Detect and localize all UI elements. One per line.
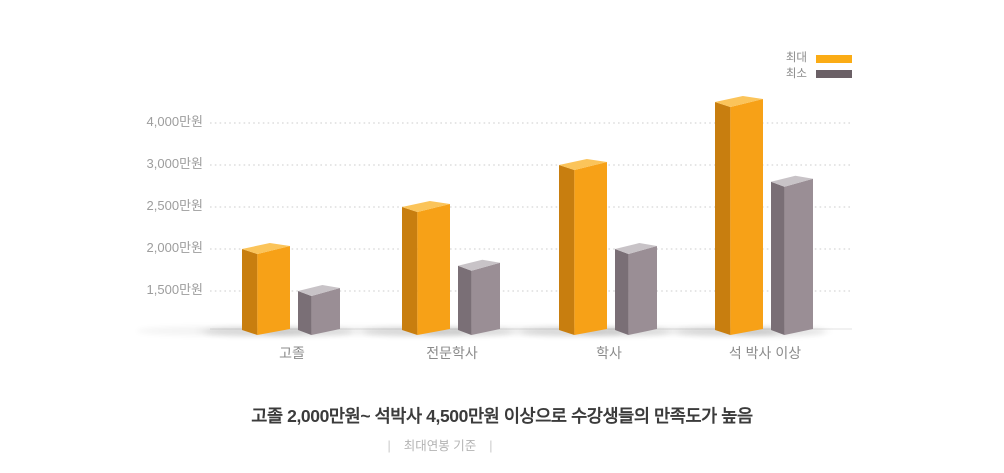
bar-최대-0-side-face [242, 249, 258, 335]
legend-swatch-max [816, 54, 852, 63]
bar-최소-0-top-face [298, 285, 340, 296]
bar-최소-0-front-face [311, 288, 340, 335]
bar-최대-1-top-face [402, 201, 450, 212]
bar-최소-2-side-face [615, 249, 629, 335]
legend-label-max: 최대 [785, 52, 807, 64]
x-category-label: 고졸 [279, 345, 305, 361]
bar-최소-2-top-face [615, 243, 657, 254]
bar-최대-2-side-face [559, 165, 575, 335]
bar-최소-3-front-face [784, 178, 813, 335]
legend-label-min: 최소 [785, 67, 807, 80]
chart-caption: | 최대연봉 기준 | [0, 435, 880, 454]
bar-최소-2-front-face [628, 246, 657, 335]
x-category-label: 석 박사 이상 [728, 345, 802, 361]
y-tick-label: 1,500만원 [146, 282, 203, 297]
bar-최소-1-side-face [458, 265, 472, 335]
bar-최대-2-front-face [574, 162, 607, 335]
bar-최대-0-top-face [242, 243, 290, 254]
y-tick-label: 4,000만원 [146, 114, 203, 129]
y-tick-label: 2,000만원 [146, 240, 203, 255]
bar-최소-0-side-face [298, 291, 312, 335]
legend-swatch-min [816, 70, 852, 79]
x-category-label: 전문학사 [426, 345, 478, 361]
bar-최소-1-front-face [471, 262, 500, 335]
legend-item-min: 최소 [785, 67, 852, 81]
bar-최대-0-front-face [257, 246, 290, 335]
caption-text: 최대연봉 기준 [403, 439, 477, 453]
bar-최대-3-side-face [715, 102, 731, 335]
bar-최대-2-top-face [559, 159, 607, 170]
bar-최대-3-top-face [715, 96, 763, 107]
x-category-label: 학사 [596, 345, 622, 361]
legend-item-max: 최대 [785, 52, 852, 65]
caption-left-bar: | [387, 439, 391, 453]
chart-title: 고졸 2,000만원~ 석박사 4,500만원 이상으로 수강생들의 만족도가 … [251, 406, 753, 426]
caption-right-bar: | [489, 439, 493, 453]
bar-최대-1-side-face [402, 207, 418, 335]
bar-최대-1-front-face [417, 204, 450, 335]
y-tick-label: 2,500만원 [146, 198, 203, 213]
bar-최대-3-front-face [730, 99, 763, 335]
bar-최소-3-top-face [771, 175, 813, 187]
bar-최소-3-side-face [771, 181, 785, 335]
bar-최소-1-top-face [458, 259, 500, 271]
y-tick-label: 3,000만원 [146, 156, 203, 171]
legend: 최대 최소 [785, 52, 852, 84]
